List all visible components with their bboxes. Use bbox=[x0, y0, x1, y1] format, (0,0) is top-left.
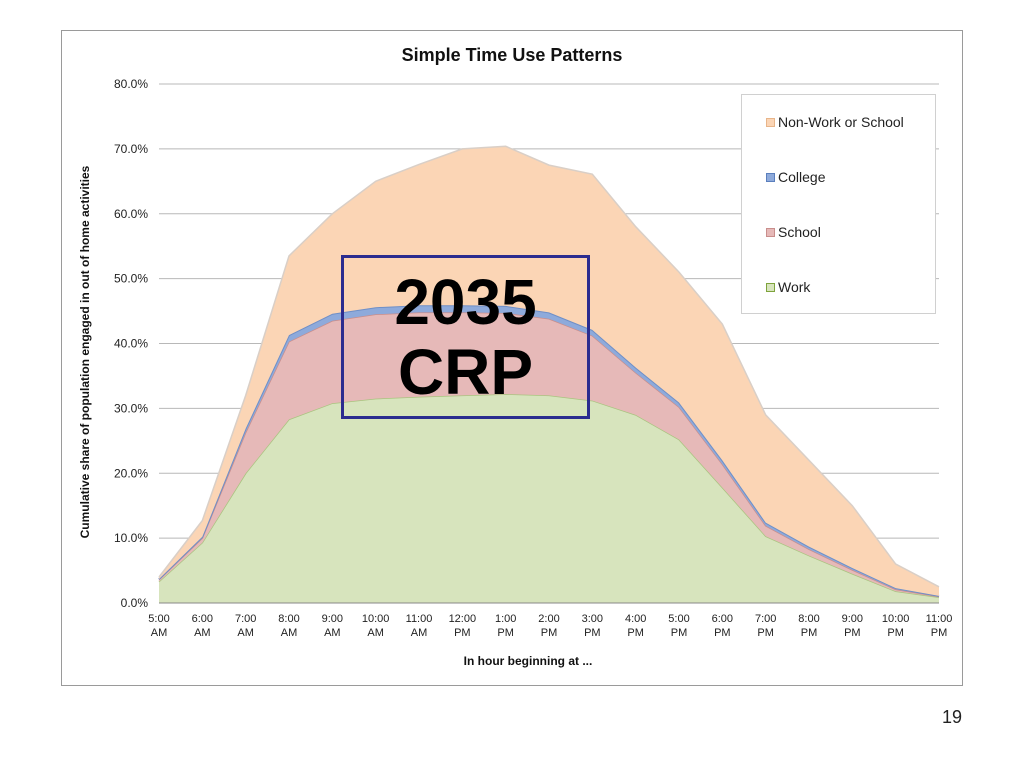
x-tick-label-period: PM bbox=[584, 627, 601, 639]
legend-swatch-non-work bbox=[766, 117, 775, 127]
legend-item-non-work: Non-Work or School bbox=[766, 114, 904, 130]
x-tick-label-period: PM bbox=[714, 627, 731, 639]
x-tick-label-period: PM bbox=[454, 627, 471, 639]
x-tick-label: 10:00 bbox=[882, 613, 910, 625]
x-tick-label-period: AM bbox=[411, 627, 428, 639]
y-tick-label: 80.0% bbox=[114, 77, 148, 91]
x-tick-label-period: PM bbox=[844, 627, 861, 639]
chart-title: Simple Time Use Patterns bbox=[402, 45, 623, 65]
area-school bbox=[159, 312, 939, 598]
area-non-work-or-school bbox=[159, 146, 939, 596]
x-tick-label: 6:00 bbox=[192, 613, 213, 625]
x-tick-label-period: AM bbox=[151, 627, 168, 639]
x-tick-label: 9:00 bbox=[322, 613, 343, 625]
y-tick-label: 10.0% bbox=[114, 531, 148, 545]
x-tick-label: 11:00 bbox=[406, 613, 433, 625]
x-tick-label-period: PM bbox=[757, 627, 774, 639]
x-tick-label: 3:00 bbox=[582, 613, 603, 625]
x-tick-label-period: AM bbox=[281, 627, 298, 639]
x-tick-label: 6:00 bbox=[712, 613, 733, 625]
y-tick-label: 50.0% bbox=[114, 272, 148, 286]
x-tick-label-period: PM bbox=[541, 627, 558, 639]
legend-item-school: School bbox=[766, 224, 821, 240]
x-tick-label-period: AM bbox=[237, 627, 254, 639]
chart-legend: Non-Work or School College School Work bbox=[741, 94, 936, 314]
y-tick-label: 60.0% bbox=[114, 207, 148, 221]
x-tick-label: 12:00 bbox=[449, 613, 477, 625]
x-tick-label-period: PM bbox=[671, 627, 688, 639]
legend-swatch-college bbox=[766, 172, 775, 182]
legend-swatch-school bbox=[766, 227, 775, 237]
overlay-plan: CRP bbox=[397, 336, 534, 408]
x-tick-label: 8:00 bbox=[798, 613, 819, 625]
legend-label-college: College bbox=[778, 169, 826, 185]
x-tick-label: 2:00 bbox=[538, 613, 559, 625]
x-tick-label-period: PM bbox=[801, 627, 818, 639]
legend-label-work: Work bbox=[778, 279, 811, 295]
y-tick-label: 70.0% bbox=[114, 142, 148, 156]
x-tick-label-period: AM bbox=[367, 627, 384, 639]
legend-item-college: College bbox=[766, 169, 825, 185]
x-tick-label: 1:00 bbox=[495, 613, 516, 625]
y-tick-label: 30.0% bbox=[114, 401, 148, 415]
x-tick-label-period: AM bbox=[324, 627, 341, 639]
x-tick-label: 4:00 bbox=[625, 613, 646, 625]
overlay-label-box: 2035 CRP bbox=[341, 255, 590, 419]
legend-label-school: School bbox=[778, 224, 821, 240]
x-tick-label-period: PM bbox=[627, 627, 644, 639]
x-tick-label: 5:00 bbox=[148, 613, 169, 625]
y-tick-label: 0.0% bbox=[121, 596, 149, 610]
legend-swatch-work bbox=[766, 282, 775, 292]
x-tick-label: 5:00 bbox=[668, 613, 689, 625]
slide-number: 19 bbox=[941, 707, 962, 727]
x-tick-label-period: PM bbox=[887, 627, 904, 639]
series-line-non-work-or-school bbox=[158, 145, 940, 588]
x-tick-label: 10:00 bbox=[362, 613, 390, 625]
x-tick-label: 7:00 bbox=[755, 613, 776, 625]
x-tick-label-period: PM bbox=[497, 627, 514, 639]
x-tick-label: 8:00 bbox=[278, 613, 299, 625]
y-tick-label: 40.0% bbox=[114, 337, 148, 351]
x-axis-title: In hour beginning at ... bbox=[464, 654, 593, 668]
area-work bbox=[159, 394, 939, 603]
x-tick-label: 7:00 bbox=[235, 613, 256, 625]
legend-item-work: Work bbox=[766, 279, 810, 295]
x-tick-label: 9:00 bbox=[842, 613, 863, 625]
overlay-year: 2035 bbox=[394, 266, 537, 338]
x-tick-label-period: PM bbox=[931, 627, 948, 639]
y-axis-title: Cumulative share of population engaged i… bbox=[78, 165, 92, 538]
y-tick-label: 20.0% bbox=[114, 466, 148, 480]
legend-label-non-work: Non-Work or School bbox=[778, 114, 904, 130]
x-tick-label: 11:00 bbox=[926, 613, 953, 625]
x-tick-label-period: AM bbox=[194, 627, 211, 639]
